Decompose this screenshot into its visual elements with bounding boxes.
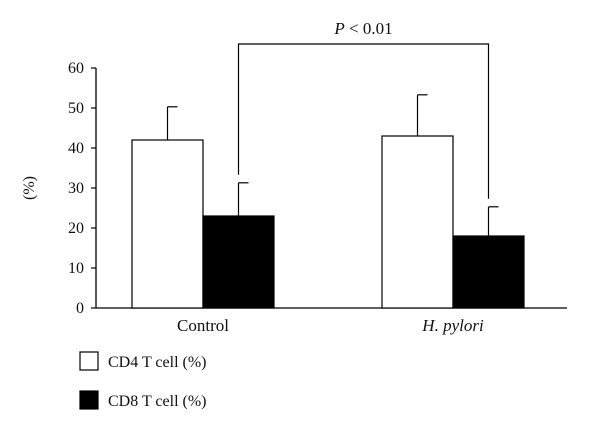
- y-tick-label: 40: [68, 140, 84, 157]
- legend-label: CD4 T cell (%): [108, 354, 207, 371]
- legend-swatch: [79, 351, 99, 371]
- y-tick-label: 0: [76, 300, 84, 317]
- bars: [131, 94, 525, 309]
- significance-bracket: [237, 43, 490, 199]
- x-tick-label: Control: [177, 316, 229, 335]
- legend: CD4 T cell (%) CD8 T cell (%): [79, 351, 207, 410]
- bar: [452, 235, 525, 309]
- x-tick-label: H. pylori: [421, 316, 484, 335]
- y-axis-label: (%): [21, 176, 38, 200]
- y-tick-label: 50: [68, 100, 84, 117]
- bar: [381, 135, 454, 309]
- y-axis: 0 10 20 30 40 50 60: [68, 60, 97, 317]
- legend-swatch: [79, 390, 99, 410]
- bar: [202, 215, 275, 309]
- y-tick-label: 60: [68, 60, 84, 77]
- bar: [131, 139, 204, 309]
- y-tick-label: 30: [68, 180, 84, 197]
- y-tick-label: 10: [68, 260, 84, 277]
- significance-label: P < 0.01: [333, 19, 392, 38]
- legend-label: CD8 T cell (%): [108, 393, 207, 410]
- y-tick-label: 20: [68, 220, 84, 237]
- x-axis: Control H. pylori: [96, 307, 567, 335]
- significance-annotation: P < 0.01: [237, 19, 490, 199]
